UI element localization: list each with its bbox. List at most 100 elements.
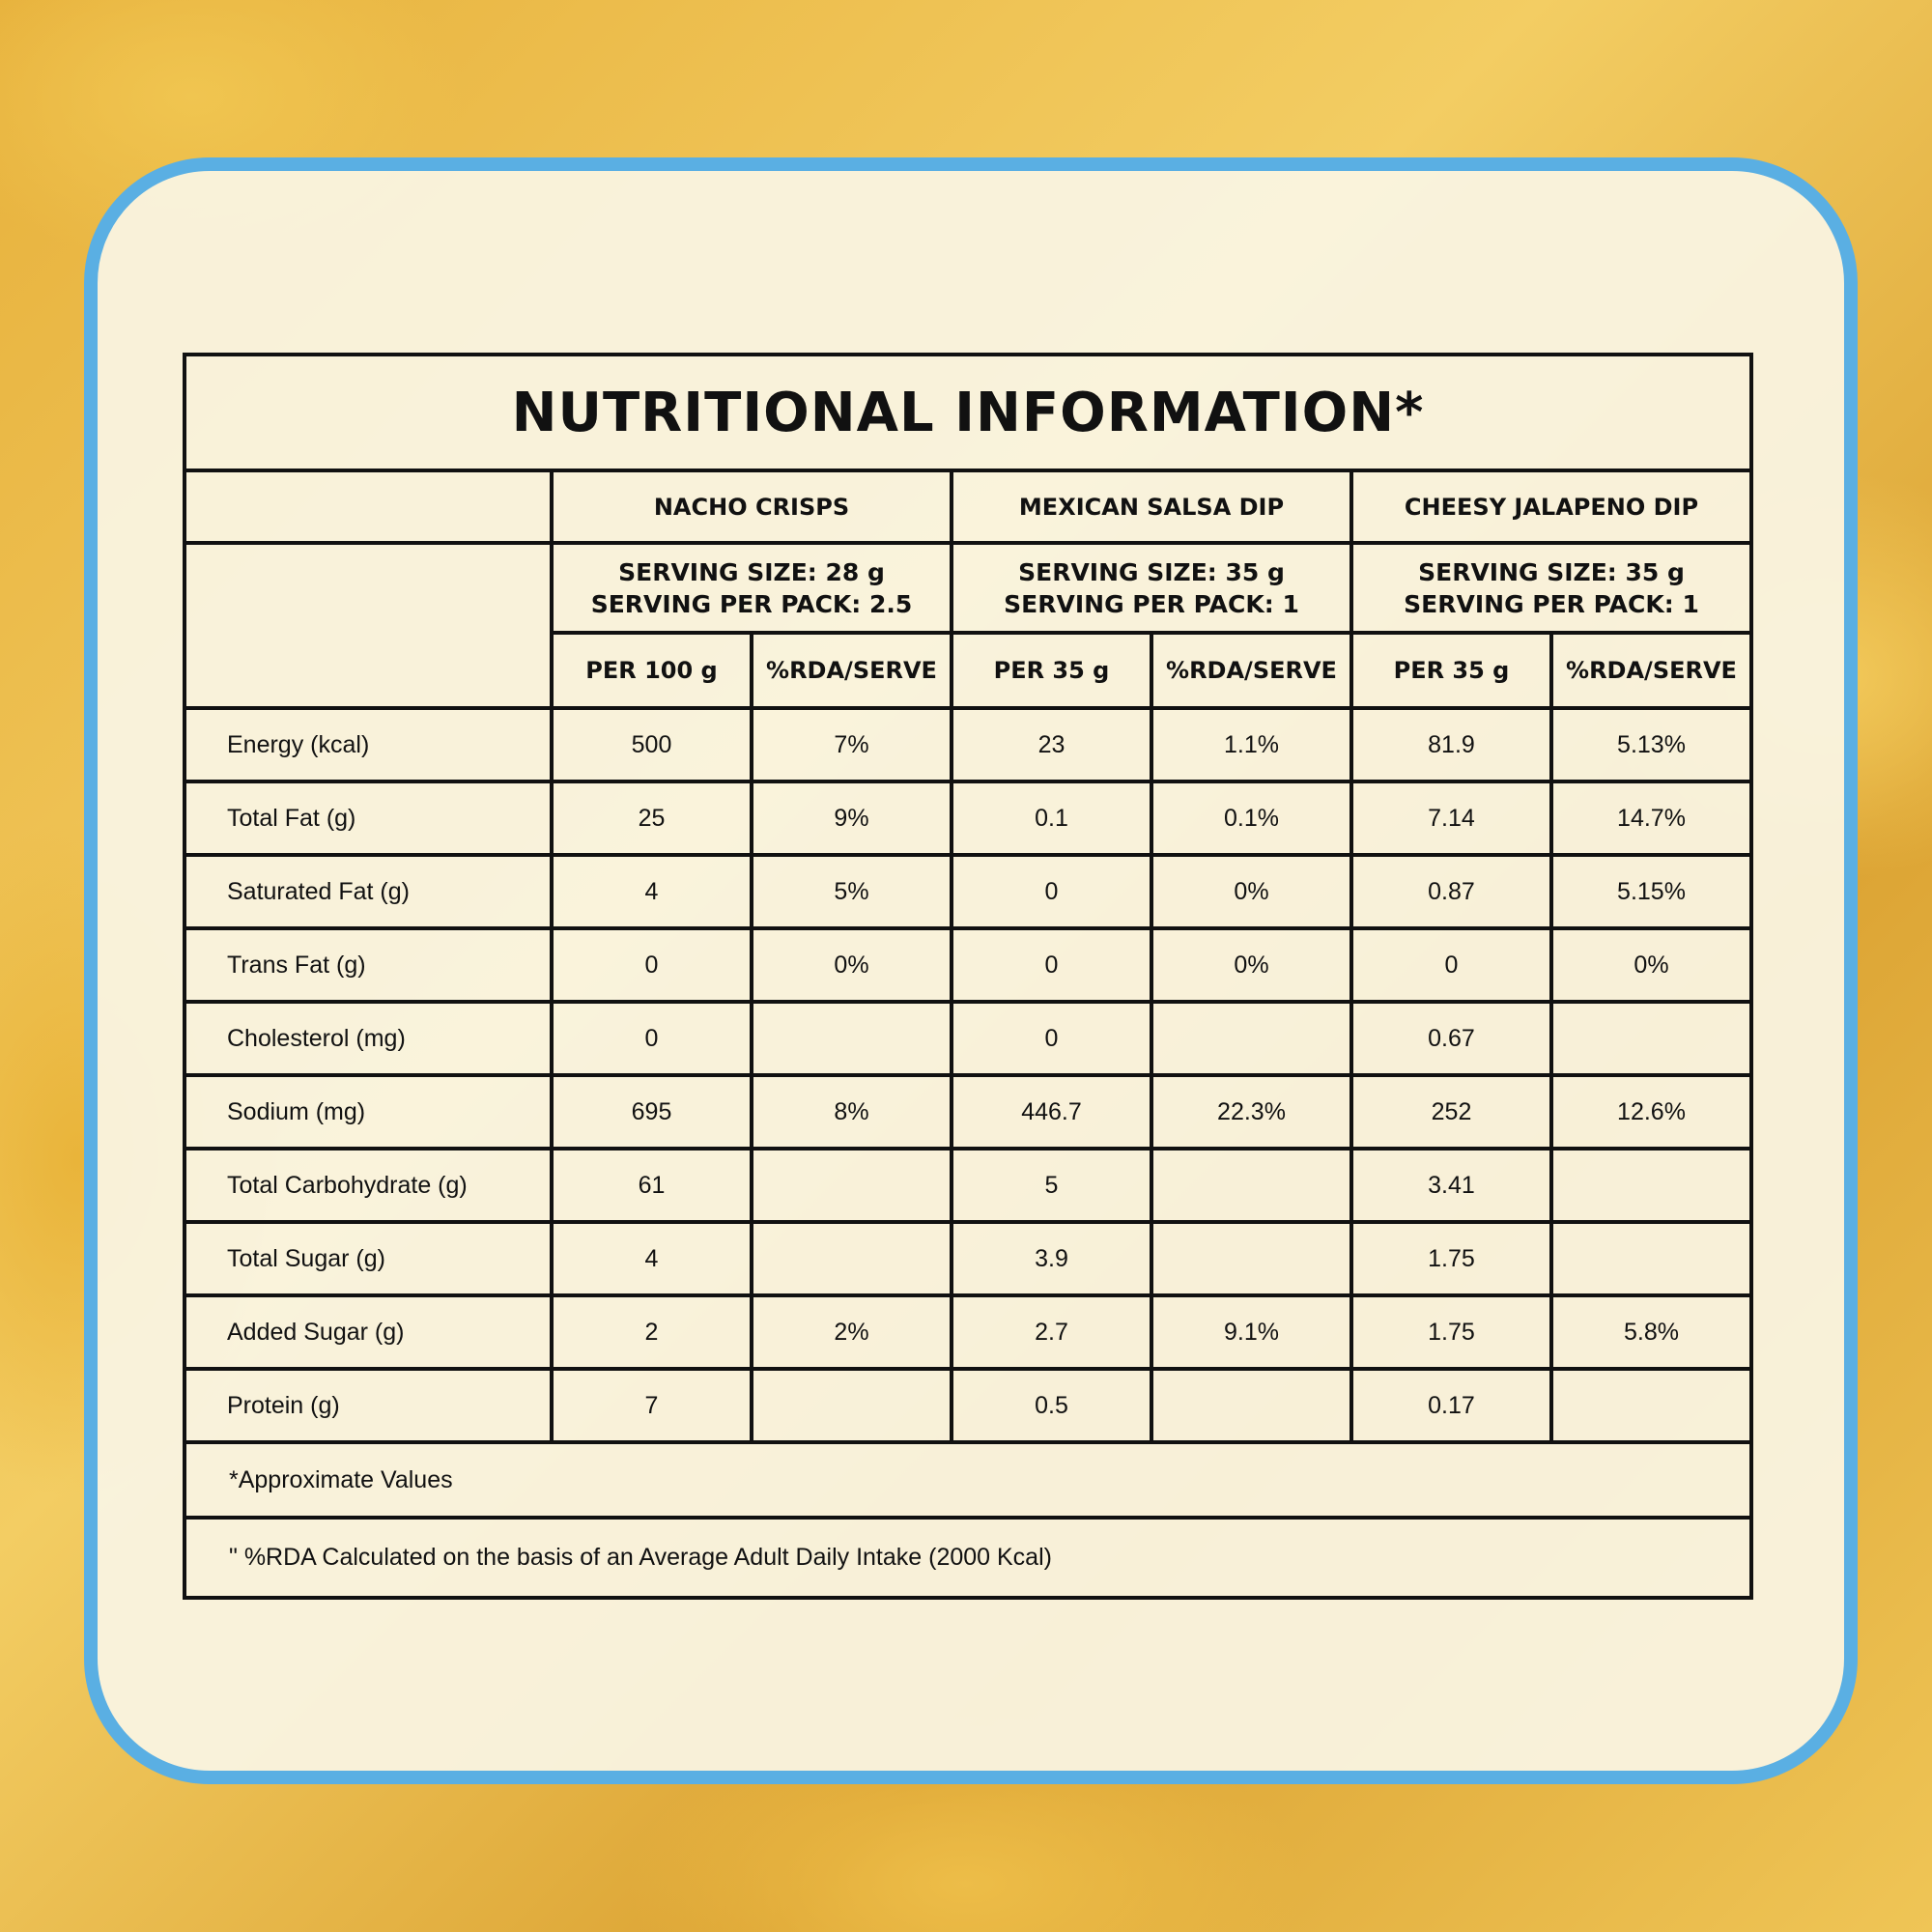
value-cell: 695 bbox=[550, 1073, 753, 1151]
empty-cell bbox=[183, 541, 554, 710]
value-cell: 23 bbox=[950, 706, 1153, 783]
nutrient-label: Trans Fat (g) bbox=[183, 926, 554, 1004]
value-cell: 0 bbox=[550, 1000, 753, 1077]
value-cell: 0% bbox=[1150, 853, 1353, 930]
product-name: NACHO CRISPS bbox=[550, 469, 953, 545]
nutrient-row: Protein (g) 7 0.5 0.17 bbox=[183, 1367, 1753, 1444]
serving-per-pack: SERVING PER PACK: 2.5 bbox=[590, 589, 913, 618]
empty-cell bbox=[183, 469, 554, 545]
value-cell: 5.13% bbox=[1549, 706, 1753, 783]
value-cell: 5% bbox=[750, 853, 953, 930]
value-cell: 0% bbox=[1549, 926, 1753, 1004]
serving-size: SERVING SIZE: 28 g bbox=[618, 557, 885, 586]
nutrient-label: Saturated Fat (g) bbox=[183, 853, 554, 930]
value-cell: 0 bbox=[950, 926, 1153, 1004]
value-cell: 3.9 bbox=[950, 1220, 1153, 1297]
footnote: " %RDA Calculated on the basis of an Ave… bbox=[183, 1516, 1753, 1600]
serving-cell: SERVING SIZE: 35 g SERVING PER PACK: 1 bbox=[950, 541, 1353, 635]
table-title: NUTRITIONAL INFORMATION* bbox=[183, 353, 1753, 472]
value-cell: 0 bbox=[550, 926, 753, 1004]
nutrient-label: Cholesterol (mg) bbox=[183, 1000, 554, 1077]
serving-per-pack: SERVING PER PACK: 1 bbox=[1404, 589, 1699, 618]
column-header: PER 35 g bbox=[950, 631, 1153, 710]
empty-cell bbox=[750, 1000, 953, 1077]
value-cell: 0.1% bbox=[1150, 780, 1353, 857]
empty-cell bbox=[750, 1147, 953, 1224]
value-cell: 4 bbox=[550, 1220, 753, 1297]
column-header: %RDA/SERVE bbox=[1150, 631, 1353, 710]
value-cell: 2% bbox=[750, 1293, 953, 1371]
value-cell: 0.67 bbox=[1350, 1000, 1553, 1077]
value-cell: 25 bbox=[550, 780, 753, 857]
value-cell: 0 bbox=[950, 1000, 1153, 1077]
footnote-row: " %RDA Calculated on the basis of an Ave… bbox=[183, 1516, 1753, 1600]
value-cell: 252 bbox=[1350, 1073, 1553, 1151]
nutrient-row: Sodium (mg) 695 8% 446.7 22.3% 252 12.6% bbox=[183, 1073, 1753, 1151]
value-cell: 8% bbox=[750, 1073, 953, 1151]
value-cell: 5 bbox=[950, 1147, 1153, 1224]
value-cell: 1.1% bbox=[1150, 706, 1353, 783]
nutrient-row: Added Sugar (g) 2 2% 2.7 9.1% 1.75 5.8% bbox=[183, 1293, 1753, 1371]
value-cell: 0% bbox=[750, 926, 953, 1004]
footnote-row: *Approximate Values bbox=[183, 1440, 1753, 1520]
nutrient-row: Energy (kcal) 500 7% 23 1.1% 81.9 5.13% bbox=[183, 706, 1753, 783]
serving-cell: SERVING SIZE: 28 g SERVING PER PACK: 2.5 bbox=[550, 541, 953, 635]
empty-cell bbox=[1549, 1367, 1753, 1444]
value-cell: 5.15% bbox=[1549, 853, 1753, 930]
column-header: %RDA/SERVE bbox=[1549, 631, 1753, 710]
empty-cell bbox=[1150, 1147, 1353, 1224]
value-cell: 61 bbox=[550, 1147, 753, 1224]
product-name: MEXICAN SALSA DIP bbox=[950, 469, 1353, 545]
value-cell: 0% bbox=[1150, 926, 1353, 1004]
value-cell: 0.5 bbox=[950, 1367, 1153, 1444]
value-cell: 1.75 bbox=[1350, 1220, 1553, 1297]
value-cell: 0 bbox=[1350, 926, 1553, 1004]
nutrient-label: Total Fat (g) bbox=[183, 780, 554, 857]
value-cell: 3.41 bbox=[1350, 1147, 1553, 1224]
nutrient-row: Cholesterol (mg) 0 0 0.67 bbox=[183, 1000, 1753, 1077]
serving-cell: SERVING SIZE: 35 g SERVING PER PACK: 1 bbox=[1350, 541, 1753, 635]
nutrition-table: NUTRITIONAL INFORMATION* NACHO CRISPS MEX… bbox=[183, 353, 1753, 1600]
value-cell: 9% bbox=[750, 780, 953, 857]
value-cell: 1.75 bbox=[1350, 1293, 1553, 1371]
nutrient-label: Added Sugar (g) bbox=[183, 1293, 554, 1371]
nutrient-label: Total Sugar (g) bbox=[183, 1220, 554, 1297]
value-cell: 500 bbox=[550, 706, 753, 783]
value-cell: 5.8% bbox=[1549, 1293, 1753, 1371]
empty-cell bbox=[1150, 1367, 1353, 1444]
nutrient-row: Saturated Fat (g) 4 5% 0 0% 0.87 5.15% bbox=[183, 853, 1753, 930]
value-cell: 0.17 bbox=[1350, 1367, 1553, 1444]
column-header: PER 100 g bbox=[550, 631, 753, 710]
value-cell: 2.7 bbox=[950, 1293, 1153, 1371]
serving-per-pack: SERVING PER PACK: 1 bbox=[1004, 589, 1299, 618]
serving-size: SERVING SIZE: 35 g bbox=[1018, 557, 1285, 586]
nutrient-label: Total Carbohydrate (g) bbox=[183, 1147, 554, 1224]
value-cell: 4 bbox=[550, 853, 753, 930]
nutrient-label: Energy (kcal) bbox=[183, 706, 554, 783]
value-cell: 7% bbox=[750, 706, 953, 783]
empty-cell bbox=[1549, 1220, 1753, 1297]
value-cell: 22.3% bbox=[1150, 1073, 1353, 1151]
value-cell: 7 bbox=[550, 1367, 753, 1444]
value-cell: 12.6% bbox=[1549, 1073, 1753, 1151]
empty-cell bbox=[750, 1367, 953, 1444]
value-cell: 446.7 bbox=[950, 1073, 1153, 1151]
empty-cell bbox=[1150, 1220, 1353, 1297]
empty-cell bbox=[750, 1220, 953, 1297]
nutrient-label: Protein (g) bbox=[183, 1367, 554, 1444]
nutrient-row: Trans Fat (g) 0 0% 0 0% 0 0% bbox=[183, 926, 1753, 1004]
nutrient-label: Sodium (mg) bbox=[183, 1073, 554, 1151]
serving-row: SERVING SIZE: 28 g SERVING PER PACK: 2.5 S… bbox=[183, 541, 1753, 710]
empty-cell bbox=[1549, 1000, 1753, 1077]
column-header: %RDA/SERVE bbox=[750, 631, 953, 710]
value-cell: 0.1 bbox=[950, 780, 1153, 857]
nutrient-row: Total Sugar (g) 4 3.9 1.75 bbox=[183, 1220, 1753, 1297]
value-cell: 81.9 bbox=[1350, 706, 1553, 783]
empty-cell bbox=[1150, 1000, 1353, 1077]
product-row: NACHO CRISPS MEXICAN SALSA DIP CHEESY JALA… bbox=[183, 469, 1753, 545]
value-cell: 0 bbox=[950, 853, 1153, 930]
empty-cell bbox=[1549, 1147, 1753, 1224]
footnote: *Approximate Values bbox=[183, 1440, 1753, 1520]
nutrient-row: Total Carbohydrate (g) 61 5 3.41 bbox=[183, 1147, 1753, 1224]
